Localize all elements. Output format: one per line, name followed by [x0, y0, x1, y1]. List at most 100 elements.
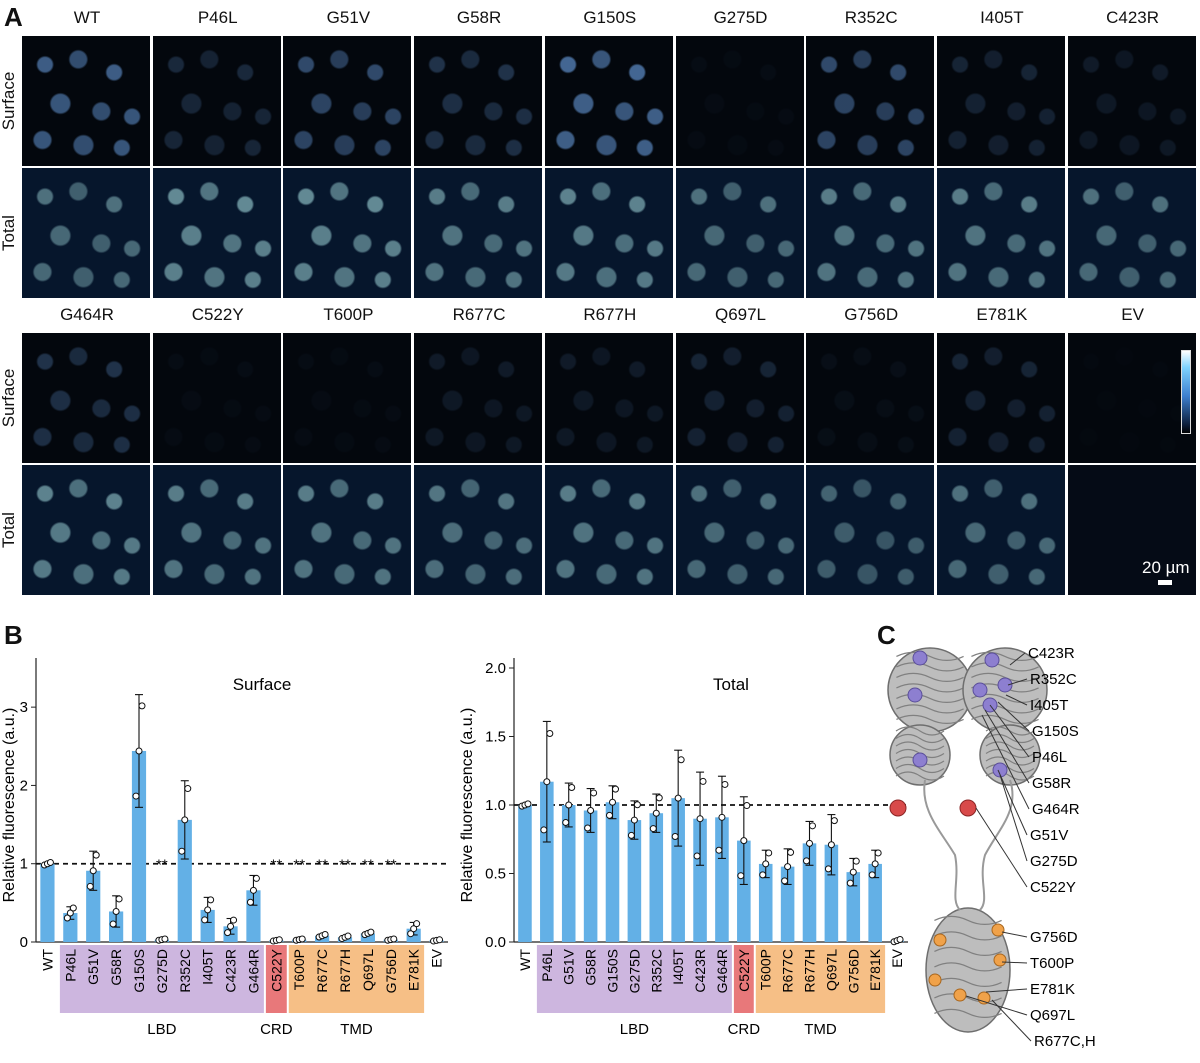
- replicate-point: [367, 928, 375, 936]
- bar-c423r: [693, 818, 707, 942]
- ribbon-strand: [971, 714, 1039, 724]
- x-tick-label-g464r: G464R: [245, 949, 261, 993]
- x-tick-label-p46l: P46L: [62, 949, 78, 982]
- total-image-g51v: [283, 168, 412, 298]
- column-label-ev: EV: [1121, 305, 1144, 324]
- leader-line: [1001, 961, 1028, 964]
- replicate-point: [46, 858, 54, 866]
- surface-image-g51v: [283, 36, 412, 166]
- ribbon-strand: [971, 651, 1039, 661]
- replicate-point: [587, 806, 595, 814]
- significance-marker: **: [316, 857, 328, 874]
- tmd-residue-sphere: [928, 973, 942, 987]
- chart-title: Surface: [233, 675, 292, 694]
- surface-image-wt: [22, 36, 150, 166]
- y-tick-label: 3: [20, 699, 28, 716]
- total-image-t600p: [283, 465, 412, 595]
- total-image-p46l: [152, 168, 281, 298]
- x-tick-label-g464r: G464R: [714, 949, 730, 993]
- row-label-surface: Surface: [0, 368, 18, 428]
- crd-residue-sphere: [889, 799, 907, 817]
- replicate-point: [677, 756, 685, 764]
- replicate-point: [696, 815, 704, 823]
- replicate-point: [806, 839, 813, 847]
- replicate-point: [612, 785, 619, 793]
- column-label-wt: WT: [73, 8, 101, 27]
- ribbon-strand: [895, 726, 945, 736]
- structure-label-r677ch: R677C,H: [1034, 1033, 1096, 1050]
- y-tick-label: 2: [20, 777, 28, 794]
- replicate-point: [543, 778, 551, 786]
- structure-label-g464r: G464R: [1032, 801, 1080, 818]
- replicate-point: [132, 792, 140, 800]
- y-axis-label: Relative fluorescence (a.u.): [1, 708, 18, 903]
- x-tick-label-r352c: R352C: [648, 949, 664, 993]
- x-tick-label-c423r: C423R: [223, 949, 239, 993]
- column-label-g464r: G464R: [60, 305, 114, 324]
- bar-c522y: [737, 840, 751, 942]
- ribbon-strand: [985, 748, 1035, 759]
- replicate-point: [852, 857, 860, 865]
- x-tick-label-c522y: C522Y: [736, 948, 752, 991]
- replicate-point: [344, 932, 352, 940]
- surface-image-p46l: [152, 36, 281, 166]
- column-label-g756d: G756D: [844, 305, 899, 324]
- total-image-ev: [1067, 465, 1196, 595]
- bar-g150s: [605, 802, 620, 942]
- bar-wt: [518, 805, 532, 942]
- total-image-e781k: [936, 465, 1065, 595]
- lbd-residue-sphere: [997, 677, 1013, 693]
- x-tick-label-g58r: G58R: [108, 949, 124, 986]
- replicate-point: [135, 747, 143, 755]
- total-image-g150s: [544, 168, 673, 298]
- column-label-g51v: G51V: [326, 8, 371, 27]
- tmd-residue-sphere: [933, 933, 947, 947]
- surface-image-ev: [1067, 333, 1196, 463]
- structure-label-c423r: C423R: [1028, 645, 1075, 662]
- surface-image-i405t: [936, 36, 1065, 166]
- replicate-point: [759, 871, 767, 879]
- replicate-point: [671, 833, 679, 841]
- replicate-point: [590, 789, 598, 797]
- total-image-g464r: [22, 465, 150, 595]
- leader-line: [1009, 652, 1026, 666]
- significance-marker: **: [385, 857, 397, 874]
- replicate-point: [410, 925, 418, 933]
- replicate-point: [824, 865, 832, 873]
- x-tick-label-ev: EV: [429, 948, 445, 967]
- ribbon-strand: [934, 931, 1002, 941]
- leader-line: [981, 714, 1030, 810]
- replicate-point: [562, 819, 570, 827]
- replicate-point: [871, 860, 879, 868]
- total-image-c423r: [1067, 168, 1196, 298]
- replicate-point: [606, 811, 613, 819]
- structure-label-g150s: G150S: [1032, 723, 1079, 740]
- replicate-point: [674, 794, 682, 802]
- replicate-point: [762, 860, 770, 868]
- x-tick-label-p46l: P46L: [539, 949, 555, 982]
- x-tick-label-r352c: R352C: [177, 949, 193, 993]
- total-image-g756d: [806, 465, 935, 595]
- domain-label-lbd: LBD: [147, 1021, 176, 1038]
- y-tick-label: 1.0: [485, 797, 506, 814]
- ribbon-strand: [896, 662, 964, 672]
- x-tick-label-ev: EV: [889, 948, 905, 967]
- bar-r677h: [802, 843, 817, 942]
- linker-strand: [923, 779, 961, 911]
- x-tick-label-wt: WT: [39, 949, 55, 971]
- structure-label-i405t: I405T: [1030, 697, 1068, 714]
- surface-image-r677h: [544, 333, 673, 463]
- lbd-residue-sphere: [912, 650, 928, 666]
- column-label-c423r: C423R: [1106, 8, 1160, 27]
- replicate-point: [718, 813, 726, 821]
- structure-label-q697l: Q697L: [1030, 1007, 1075, 1024]
- leader-line: [997, 701, 1030, 732]
- total-image-r677c: [414, 465, 543, 595]
- x-tick-label-g150s: G150S: [131, 949, 147, 993]
- x-tick-label-r677c: R677C: [314, 949, 330, 993]
- significance-marker: **: [339, 857, 351, 874]
- structure-label-p46l: P46L: [1032, 749, 1067, 766]
- structure-label-g756d: G756D: [1030, 929, 1078, 946]
- leader-line: [991, 999, 1032, 1042]
